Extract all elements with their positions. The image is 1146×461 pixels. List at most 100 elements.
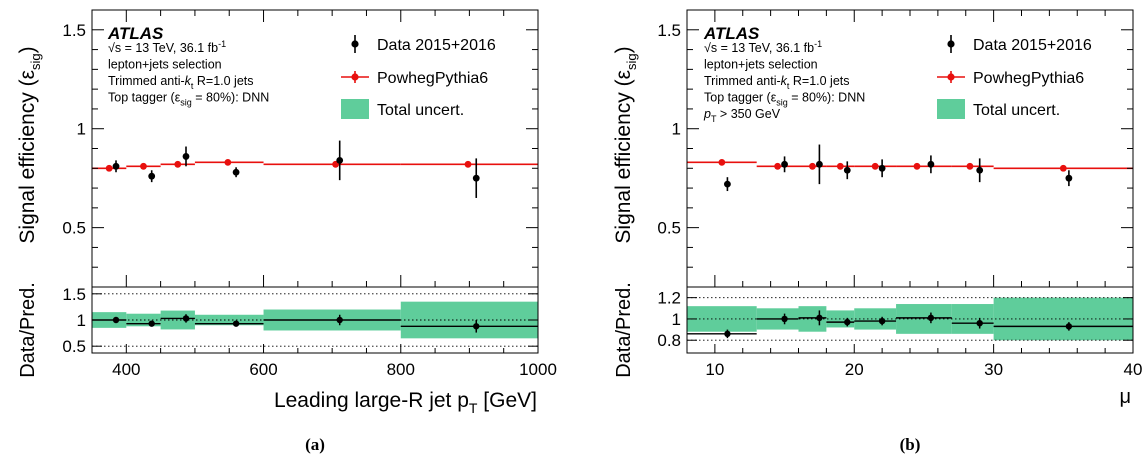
legend: Data 2015+2016 PowhegPythia6 Total uncer… <box>341 35 496 119</box>
data-point <box>976 166 984 174</box>
legend-band-label: Total uncert. <box>973 102 1060 119</box>
data-layer <box>687 144 1133 339</box>
legend: Data 2015+2016 PowhegPythia6 Total uncer… <box>937 35 1092 119</box>
legend-band-swatch <box>937 99 965 119</box>
y-tick-label: 0.5 <box>62 219 86 238</box>
y-tick-label: 0.5 <box>657 219 681 238</box>
ratio-point <box>816 314 823 322</box>
y-tick-label: 1.5 <box>62 285 86 304</box>
ratio-point <box>473 323 480 330</box>
panel-b: 10 20 30 40 0.5 1 1.5 0.8 1 1.2 Signal efficiency… <box>612 9 1143 454</box>
data-point <box>232 168 240 176</box>
data-point <box>148 172 156 180</box>
data-point <box>781 160 788 168</box>
ratio-point <box>927 314 935 322</box>
y-axis-label-ratio: Data/Pred. <box>613 282 635 378</box>
y-tick-label: 1.5 <box>657 21 681 40</box>
info-lines: √s = 13 TeV, 36.1 fb-1 lepton+jets select… <box>703 39 865 124</box>
y-tick-label: 0.8 <box>657 331 681 350</box>
mc-point <box>966 162 974 170</box>
ratio-point <box>1065 323 1073 330</box>
y-tick-label: 1 <box>672 310 681 329</box>
y-tick-label: 1 <box>672 120 681 139</box>
x-tick-label: 1000 <box>519 360 557 379</box>
mc-point <box>105 164 113 172</box>
mc-point <box>871 162 879 170</box>
uncertainty-band <box>126 313 161 327</box>
info-line: lepton+jets selection <box>108 58 222 72</box>
y-tick-label: 1 <box>77 311 86 330</box>
caption-a: (a) <box>305 435 325 454</box>
y-tick-label: 1.2 <box>657 289 681 308</box>
y-axis-label-top: Signal efficiency (εsig) <box>16 46 43 243</box>
info-line: Trimmed anti-kt R=1.0 jets <box>108 74 254 91</box>
mc-layer <box>92 158 538 172</box>
ratio-point <box>148 320 155 327</box>
atlas-label: ATLAS <box>703 24 760 43</box>
atlas-label: ATLAS <box>107 24 164 43</box>
data-point <box>724 180 731 188</box>
y-axis-label-ratio: Data/Pred. <box>17 282 39 378</box>
data-point <box>927 160 935 168</box>
x-tick-label: 20 <box>845 360 864 379</box>
info-line: lepton+jets selection <box>704 58 818 72</box>
data-point <box>336 156 344 164</box>
y-tick-label: 1 <box>77 120 86 139</box>
panel-a: 400 600 800 1000 0.5 1 1.5 0.5 1 1.5 Signal effic… <box>16 9 557 454</box>
uncertainty-band <box>687 306 757 332</box>
legend-data-label: Data 2015+2016 <box>377 37 496 54</box>
legend-mc-label: PowhegPythia6 <box>973 70 1084 87</box>
ratio-point <box>878 317 886 325</box>
x-tick-label: 30 <box>984 360 1003 379</box>
y-tick-label: 1.5 <box>62 21 86 40</box>
info-line: √s = 13 TeV, 36.1 fb-1 <box>704 39 822 55</box>
legend-data-marker <box>947 35 955 53</box>
mc-point <box>1059 164 1067 172</box>
mc-point <box>836 162 844 170</box>
mc-point <box>174 160 182 168</box>
info-line: Top tagger (εsig = 80%): DNN <box>704 91 865 108</box>
info-line: Trimmed anti-kt R=1.0 jets <box>704 74 850 91</box>
data-point <box>878 164 886 172</box>
mc-point <box>774 162 781 170</box>
legend-mc-marker <box>937 71 965 83</box>
legend-mc-marker <box>341 71 369 83</box>
mc-point <box>224 158 232 166</box>
data-point <box>1065 174 1073 182</box>
legend-data-label: Data 2015+2016 <box>973 37 1092 54</box>
caption-b: (b) <box>900 435 921 454</box>
mc-layer <box>687 158 1133 172</box>
ratio-point <box>336 316 343 324</box>
data-point <box>843 166 851 174</box>
mc-point <box>809 162 816 170</box>
legend-mc-label: PowhegPythia6 <box>377 70 488 87</box>
x-tick-label: 40 <box>1124 360 1143 379</box>
data-point <box>816 160 823 168</box>
uncertainty-band <box>160 310 195 330</box>
mc-point <box>718 158 726 166</box>
ratio-point <box>232 320 240 327</box>
x-axis-label: Leading large-R jet pT [GeV] <box>274 389 537 416</box>
ratio-point <box>182 315 190 322</box>
mc-point <box>464 160 472 168</box>
ratio-plot-frame <box>686 286 1134 354</box>
info-line: Top tagger (εsig = 80%): DNN <box>108 91 269 108</box>
mc-point <box>913 162 921 170</box>
ratio-point <box>724 330 731 338</box>
data-point <box>112 162 120 170</box>
info-line: √s = 13 TeV, 36.1 fb-1 <box>108 39 226 55</box>
y-tick-label: 0.5 <box>62 337 86 356</box>
x-tick-label: 10 <box>705 360 724 379</box>
data-point <box>472 174 480 182</box>
ratio-point <box>112 316 120 324</box>
x-axis-label: μ <box>1119 386 1131 408</box>
info-line: pT > 350 GeV <box>703 107 781 124</box>
data-layer <box>92 140 538 333</box>
y-axis-label-top: Signal efficiency (εsig) <box>612 46 639 243</box>
info-lines: √s = 13 TeV, 36.1 fb-1 lepton+jets select… <box>108 39 269 108</box>
legend-band-swatch <box>341 99 369 119</box>
x-tick-label: 400 <box>112 360 140 379</box>
ratio-point <box>976 319 983 327</box>
ratio-point <box>844 318 851 326</box>
